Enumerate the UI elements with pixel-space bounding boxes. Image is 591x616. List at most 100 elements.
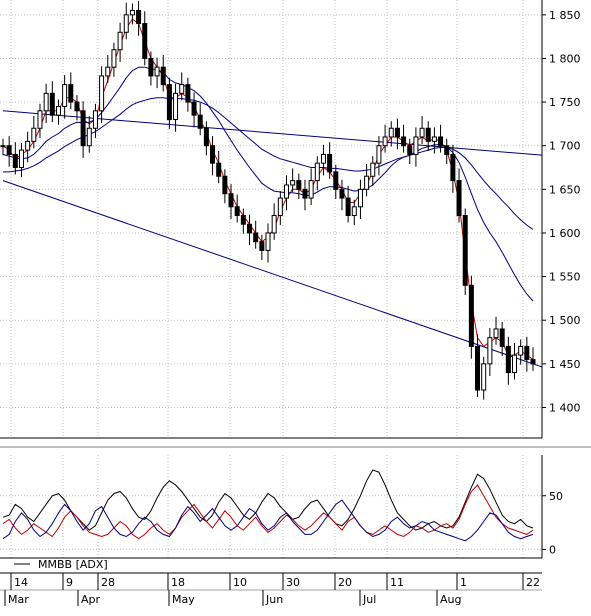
candle xyxy=(419,116,425,144)
price-tick-label: 1 700 xyxy=(549,140,581,153)
candle xyxy=(370,156,376,186)
candle xyxy=(55,99,61,125)
candle xyxy=(345,185,351,223)
price-tick-label: 1 650 xyxy=(549,183,581,196)
candle xyxy=(18,143,24,178)
candle-body xyxy=(499,328,505,347)
candle xyxy=(394,118,400,150)
candle xyxy=(493,316,499,345)
candle xyxy=(240,208,246,234)
candle-body xyxy=(493,328,499,339)
month-tick-label: Jun xyxy=(265,593,283,606)
candle-body xyxy=(43,92,49,112)
candle xyxy=(247,214,253,246)
candle xyxy=(142,11,148,66)
candle xyxy=(413,127,419,167)
candle xyxy=(438,124,444,153)
candle xyxy=(512,342,518,380)
price-tick-label: 1 550 xyxy=(549,271,581,284)
day-tick-label: 18 xyxy=(171,576,185,589)
candle xyxy=(524,336,530,372)
candle xyxy=(518,339,524,365)
month-tick-label: Aug xyxy=(440,593,461,606)
candle-body xyxy=(438,136,444,147)
month-tick-label: May xyxy=(172,593,195,606)
price-tick-label: 1 500 xyxy=(549,314,581,327)
adx-tick-label: 0 xyxy=(549,543,556,556)
candle xyxy=(425,121,431,151)
candle-body xyxy=(247,223,253,234)
candle-body xyxy=(320,153,326,164)
candle xyxy=(407,138,413,165)
candle-body xyxy=(339,188,345,199)
candle xyxy=(12,142,18,175)
candle-body xyxy=(456,180,462,217)
candle-body xyxy=(68,84,74,103)
candle xyxy=(228,184,234,219)
candle xyxy=(136,0,142,36)
candle-body xyxy=(413,136,419,155)
candle xyxy=(265,223,271,263)
candle-body xyxy=(0,145,6,148)
day-tick-label: 28 xyxy=(101,576,115,589)
candle-body xyxy=(302,188,308,199)
candle-body xyxy=(203,127,209,147)
candle xyxy=(339,179,345,211)
candle xyxy=(327,142,333,179)
candle xyxy=(111,42,117,77)
candle-body xyxy=(419,127,425,138)
candle-body xyxy=(530,358,536,365)
candle xyxy=(173,83,179,132)
candle-body xyxy=(524,345,530,360)
candle xyxy=(92,103,98,138)
candle-body xyxy=(283,184,289,199)
candle xyxy=(74,95,80,121)
candle xyxy=(86,116,92,153)
candle xyxy=(43,83,49,124)
adx-legend: MMBB [ADX] xyxy=(14,558,108,571)
candle-body xyxy=(296,180,302,190)
candle-body xyxy=(136,9,142,25)
candle-body xyxy=(25,140,31,151)
candle-body xyxy=(401,136,407,147)
candle-body xyxy=(481,363,487,391)
channel-line xyxy=(2,180,543,368)
candle xyxy=(234,194,240,223)
candle-body xyxy=(228,193,234,208)
candle xyxy=(505,336,511,385)
candle xyxy=(271,203,277,240)
adx-series-line xyxy=(2,469,534,531)
candle-body xyxy=(253,232,259,243)
candle xyxy=(431,127,437,154)
candle xyxy=(456,168,462,223)
candle xyxy=(191,92,197,128)
candle-body xyxy=(487,337,493,365)
candle-body xyxy=(216,162,222,177)
candle-body xyxy=(234,206,240,217)
day-tick-label: 11 xyxy=(390,576,404,589)
candle-body xyxy=(6,145,12,155)
candle xyxy=(148,51,154,86)
candle xyxy=(210,136,216,176)
day-tick-label: 14 xyxy=(14,576,28,589)
candle-body xyxy=(123,14,129,33)
candle xyxy=(357,179,363,219)
candle xyxy=(216,150,222,184)
candle-body xyxy=(55,105,61,116)
candle-body xyxy=(518,345,524,356)
candle xyxy=(6,136,12,167)
candle-body xyxy=(357,188,363,208)
candle-body xyxy=(394,127,400,138)
candle-body xyxy=(129,9,135,16)
candle xyxy=(450,144,456,193)
candle xyxy=(351,199,357,226)
day-tick-label: 30 xyxy=(286,576,300,589)
candle-body xyxy=(475,345,481,391)
month-tick-label: Apr xyxy=(81,593,101,606)
candle xyxy=(320,144,326,176)
day-tick-label: 22 xyxy=(526,576,540,589)
candle-body xyxy=(160,66,166,86)
candle-body xyxy=(148,57,154,77)
candle xyxy=(259,234,265,261)
candle xyxy=(0,138,6,156)
